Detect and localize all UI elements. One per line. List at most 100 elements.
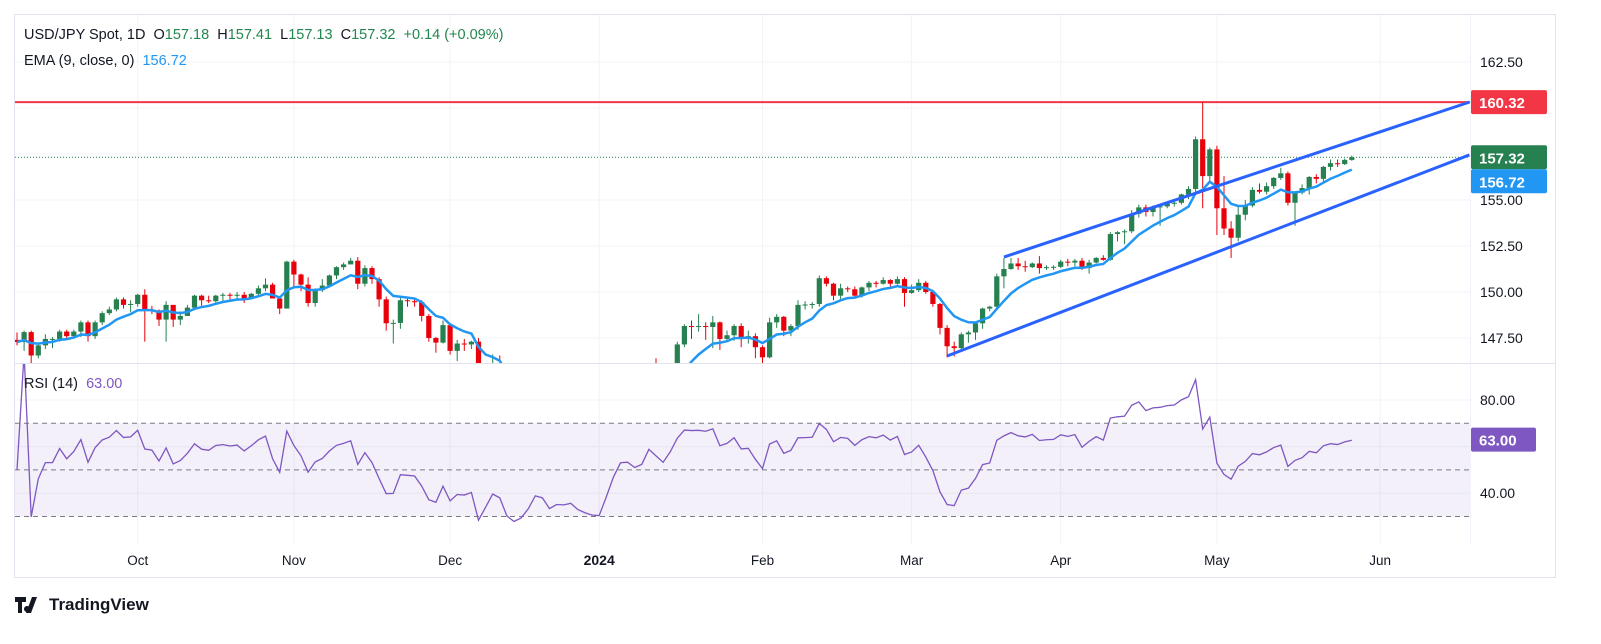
- candle[interactable]: [390, 319, 396, 344]
- candle[interactable]: [674, 341, 680, 371]
- candle[interactable]: [305, 277, 311, 307]
- candle[interactable]: [1264, 182, 1270, 195]
- candle[interactable]: [227, 292, 233, 301]
- candle[interactable]: [1051, 265, 1057, 270]
- price-pane[interactable]: [14, 100, 1470, 471]
- candle[interactable]: [1029, 262, 1035, 269]
- candle[interactable]: [64, 329, 70, 338]
- candle[interactable]: [823, 276, 829, 287]
- channel-upper-line[interactable]: [1003, 100, 1470, 259]
- candle[interactable]: [1093, 257, 1099, 264]
- candle[interactable]: [468, 340, 474, 350]
- candle[interactable]: [788, 324, 794, 337]
- candle[interactable]: [774, 314, 780, 328]
- candle[interactable]: [1235, 205, 1241, 242]
- candle[interactable]: [397, 297, 403, 329]
- candle[interactable]: [113, 297, 119, 312]
- candle[interactable]: [987, 305, 993, 312]
- candle[interactable]: [802, 301, 808, 310]
- candle[interactable]: [838, 283, 844, 300]
- candle[interactable]: [433, 337, 439, 353]
- candle[interactable]: [475, 338, 482, 447]
- candle[interactable]: [1349, 155, 1355, 161]
- candle[interactable]: [447, 323, 453, 355]
- candle[interactable]: [724, 330, 730, 340]
- candle[interactable]: [1327, 159, 1334, 171]
- candle[interactable]: [1228, 221, 1234, 258]
- candle[interactable]: [1015, 257, 1021, 270]
- candle[interactable]: [348, 257, 354, 265]
- candle[interactable]: [1285, 171, 1291, 206]
- candle[interactable]: [490, 354, 495, 385]
- candle[interactable]: [1242, 200, 1248, 221]
- candle[interactable]: [291, 259, 297, 289]
- candle[interactable]: [944, 325, 950, 358]
- candle[interactable]: [1221, 176, 1227, 235]
- candle[interactable]: [163, 301, 169, 342]
- candle[interactable]: [845, 286, 851, 292]
- candle[interactable]: [35, 344, 41, 359]
- candle[interactable]: [1342, 158, 1348, 166]
- rsi-pane[interactable]: [15, 353, 1470, 523]
- candle[interactable]: [830, 282, 837, 301]
- candle[interactable]: [341, 262, 347, 270]
- candle[interactable]: [461, 338, 467, 351]
- candle[interactable]: [866, 280, 872, 292]
- candle[interactable]: [752, 333, 758, 359]
- ema-line[interactable]: [16, 168, 1353, 441]
- candle[interactable]: [1072, 258, 1078, 267]
- candle[interactable]: [816, 275, 822, 307]
- candle[interactable]: [284, 260, 290, 309]
- candle[interactable]: [262, 278, 269, 292]
- candle[interactable]: [255, 285, 261, 297]
- candle[interactable]: [1043, 265, 1050, 270]
- candle[interactable]: [85, 320, 91, 342]
- candle[interactable]: [383, 296, 389, 331]
- candle[interactable]: [738, 323, 744, 348]
- candle[interactable]: [795, 300, 801, 330]
- candle[interactable]: [1001, 257, 1007, 289]
- candle[interactable]: [1214, 145, 1220, 235]
- candle[interactable]: [1271, 177, 1277, 189]
- candle[interactable]: [681, 324, 687, 348]
- candle[interactable]: [1306, 176, 1312, 195]
- candle[interactable]: [213, 294, 219, 304]
- candle[interactable]: [1036, 256, 1042, 274]
- candle[interactable]: [901, 277, 908, 307]
- candle[interactable]: [937, 303, 943, 335]
- candle[interactable]: [894, 276, 900, 285]
- candle[interactable]: [696, 314, 702, 332]
- candle[interactable]: [298, 273, 304, 292]
- candle[interactable]: [106, 306, 112, 315]
- candle[interactable]: [1008, 257, 1014, 270]
- candle[interactable]: [887, 279, 893, 287]
- candle[interactable]: [880, 277, 886, 285]
- candle[interactable]: [326, 274, 332, 287]
- candle[interactable]: [199, 294, 205, 306]
- symbol-legend[interactable]: USD/JPY Spot, 1D O157.18 H157.41 L157.13…: [24, 27, 503, 43]
- candle[interactable]: [688, 320, 695, 339]
- candle[interactable]: [1207, 147, 1213, 183]
- candle[interactable]: [1320, 165, 1326, 182]
- candle[interactable]: [440, 320, 446, 344]
- candle[interactable]: [241, 292, 247, 304]
- tradingview-logo[interactable]: TradingView: [15, 595, 149, 615]
- ema-legend[interactable]: EMA (9, close, 0) 156.72: [24, 53, 187, 69]
- candle[interactable]: [135, 293, 141, 307]
- candle[interactable]: [1335, 159, 1341, 167]
- candle[interactable]: [206, 295, 212, 304]
- channel-lower-line[interactable]: [946, 153, 1470, 358]
- candle[interactable]: [980, 307, 986, 329]
- candle[interactable]: [92, 320, 98, 339]
- candle[interactable]: [1171, 201, 1177, 207]
- candle[interactable]: [717, 321, 723, 350]
- candle[interactable]: [1193, 136, 1199, 193]
- candle[interactable]: [454, 339, 460, 361]
- candle[interactable]: [1107, 232, 1113, 261]
- candle[interactable]: [120, 297, 127, 309]
- candle[interactable]: [809, 302, 815, 309]
- candle[interactable]: [128, 300, 134, 313]
- candle[interactable]: [1058, 259, 1064, 269]
- candle[interactable]: [759, 345, 766, 367]
